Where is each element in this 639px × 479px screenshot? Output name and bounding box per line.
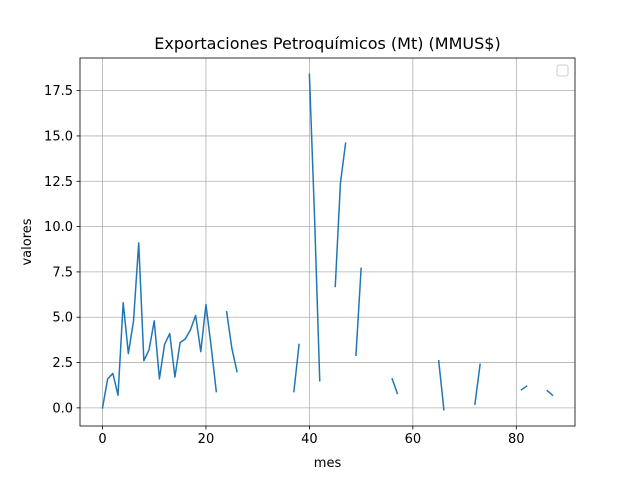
chart-title: Exportaciones Petroquímicos (Mt) (MMUS$)	[154, 34, 500, 53]
x-tick-label: 60	[405, 432, 422, 447]
series-line-segment	[225, 310, 238, 373]
y-tick-label: 15.0	[44, 129, 73, 144]
axis-ticks: 0 20 40 60 80 0.0 2.5 5.0 7.5 10.0 12.5 15.0 17.5	[44, 84, 525, 447]
series-line-segment	[391, 377, 399, 395]
series-line-segment	[520, 385, 528, 391]
x-tick-label: 40	[301, 432, 318, 447]
series-line-segment	[293, 343, 300, 393]
y-tick-label: 7.5	[52, 265, 73, 280]
x-tick-label: 0	[98, 432, 106, 447]
x-tick-label: 80	[508, 432, 525, 447]
y-tick-label: 12.5	[44, 175, 73, 190]
series-line-segment	[308, 73, 321, 382]
y-axis-label: valores	[20, 218, 35, 265]
y-tick-label: 5.0	[52, 311, 73, 326]
series-line-segment	[334, 142, 347, 288]
plot-frame	[79, 57, 576, 427]
y-tick-label: 10.0	[44, 220, 73, 235]
series-line-segment	[101, 242, 218, 409]
series-line-segment	[437, 359, 445, 411]
series-line-segment	[546, 389, 554, 397]
x-tick-label: 20	[198, 432, 215, 447]
y-tick-label: 0.0	[52, 401, 73, 416]
series-line-group	[101, 73, 554, 411]
x-axis-label: mes	[314, 456, 342, 471]
legend-box	[556, 64, 569, 77]
y-tick-label: 2.5	[52, 356, 73, 371]
series-line-segment	[474, 363, 481, 406]
grid	[80, 58, 575, 426]
series-line-segment	[355, 267, 362, 357]
y-tick-label: 17.5	[44, 84, 73, 99]
